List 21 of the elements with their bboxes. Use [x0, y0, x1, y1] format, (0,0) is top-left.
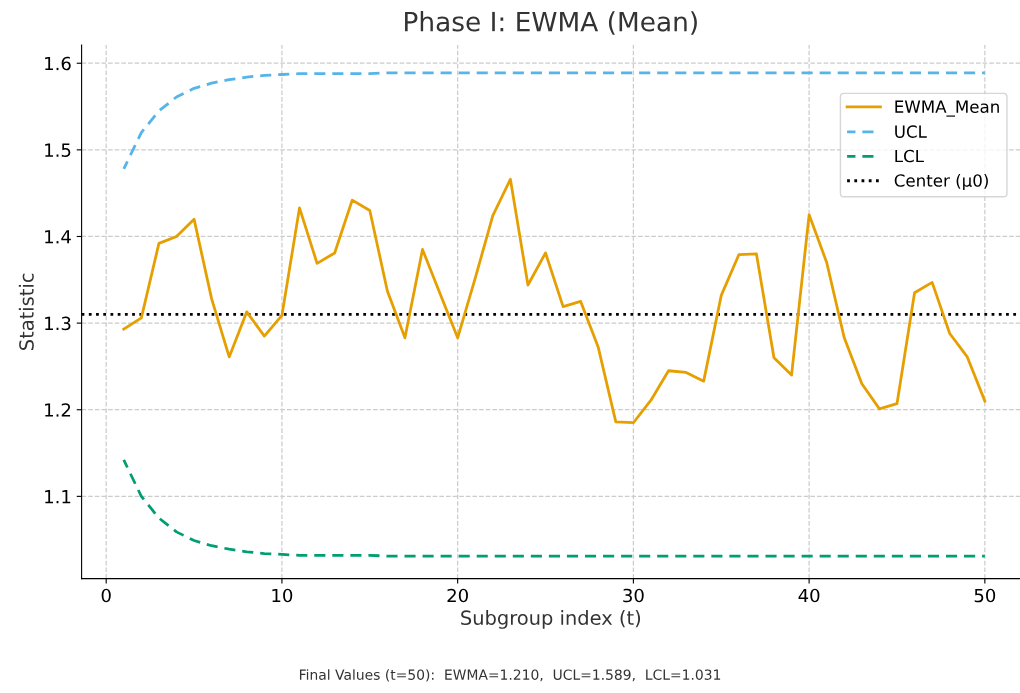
- text: Final Values (t=50): EWMA=1.210, UCL=1.589, LCL=1.031: [299, 669, 721, 682]
- x-tick-label: 0: [101, 588, 111, 603]
- y-tick-label: 1.5: [45, 143, 71, 157]
- y-tick-label: 1.3: [45, 316, 71, 331]
- x-tick-label: 40: [798, 588, 820, 603]
- x-tick-label: 30: [623, 588, 644, 603]
- y-tick-label: 1.1: [45, 490, 71, 504]
- line-series: [122, 458, 987, 558]
- x-tick-label: 10: [272, 588, 293, 603]
- x-axis-title: Subgroup index (t): [461, 610, 641, 629]
- chart-title: Phase I: EWMA (Mean): [405, 11, 697, 35]
- y-tick-label: 1.6: [45, 56, 71, 71]
- legend-label: EWMA_Mean: [895, 100, 999, 117]
- y-tick-label: 1.4: [45, 230, 71, 244]
- legend-label: LCL: [895, 149, 924, 163]
- x-tick-label: 20: [447, 588, 468, 603]
- x-tick-label: 50: [974, 588, 996, 603]
- legend-label: Center (μ0): [894, 173, 988, 191]
- y-axis-title: Statistic: [18, 273, 34, 350]
- legend-label: UCL: [895, 125, 927, 138]
- y-tick-label: 1.2: [45, 403, 71, 417]
